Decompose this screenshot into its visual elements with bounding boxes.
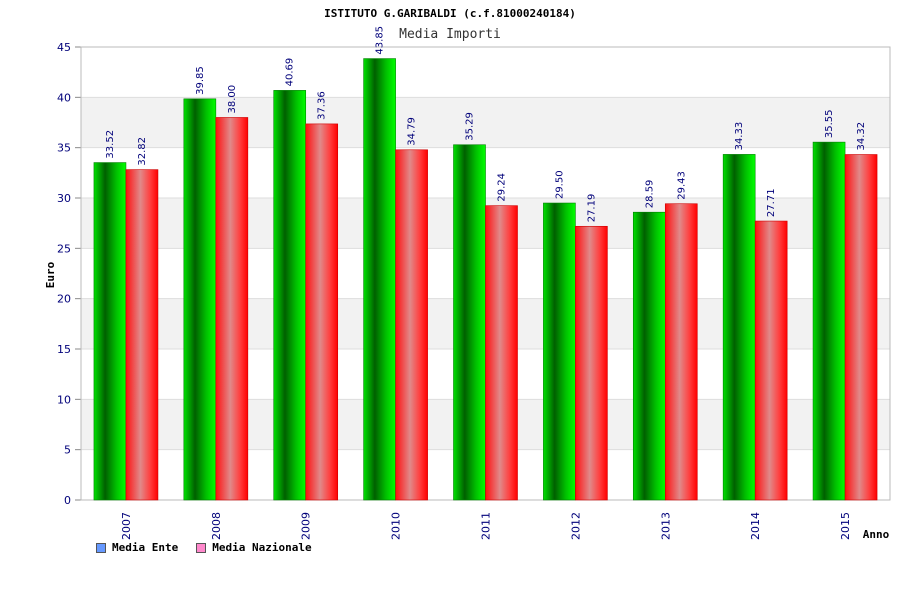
bars xyxy=(93,58,878,501)
bar-media-nazionale-2011 xyxy=(485,205,518,501)
bar-media-nazionale-2015 xyxy=(844,154,878,501)
bar-media-nazionale-2009 xyxy=(305,123,339,501)
x-axis-ticks: 2007 2008 2009 2010 2011 2012 2013 2014 2015 xyxy=(120,512,852,540)
y-tick-label: 20 xyxy=(57,293,71,306)
bar-media-ente-2014 xyxy=(722,154,756,501)
value-label: 35.29 xyxy=(465,112,476,141)
bar-media-ente-2013 xyxy=(632,211,666,501)
value-label: 29.43 xyxy=(676,171,687,200)
value-label: 39.85 xyxy=(195,66,206,95)
bar-media-nazionale-2014 xyxy=(754,220,788,501)
chart-title: ISTITUTO G.GARIBALDI (c.f.81000240184) xyxy=(324,7,576,20)
y-axis-label: Euro xyxy=(44,261,57,288)
value-label: 29.24 xyxy=(497,173,508,202)
bar-media-nazionale-2012 xyxy=(575,225,608,501)
value-label: 28.59 xyxy=(644,180,655,209)
legend-item-media-ente: Media Ente xyxy=(96,541,178,554)
value-label: 27.19 xyxy=(586,194,597,223)
legend-label-media-ente: Media Ente xyxy=(112,541,179,554)
value-label: 34.32 xyxy=(856,122,867,151)
y-tick-label: 45 xyxy=(57,41,71,54)
value-label: 43.85 xyxy=(375,26,386,55)
legend: Media Ente Media Nazionale xyxy=(96,541,312,554)
bar-media-ente-2009 xyxy=(273,90,307,501)
x-tick-label: 2009 xyxy=(300,512,313,540)
x-tick-label: 2013 xyxy=(659,512,672,540)
bar-media-ente-2008 xyxy=(183,98,217,501)
legend-swatch-media-nazionale xyxy=(196,542,207,553)
bar-media-ente-2007 xyxy=(93,162,127,501)
value-label: 35.55 xyxy=(824,109,835,138)
value-label: 38.00 xyxy=(227,85,238,114)
y-tick-label: 35 xyxy=(57,142,71,155)
y-tick-label: 10 xyxy=(57,393,71,406)
value-label: 40.69 xyxy=(285,58,296,87)
x-tick-label: 2012 xyxy=(569,512,582,540)
value-label: 27.71 xyxy=(766,188,777,217)
value-label: 32.82 xyxy=(137,137,148,166)
bar-media-ente-2010 xyxy=(363,58,396,501)
bar-media-ente-2015 xyxy=(812,141,846,501)
chart-subtitle: Media Importi xyxy=(399,27,501,42)
legend-item-media-nazionale: Media Nazionale xyxy=(196,541,312,554)
value-label: 34.33 xyxy=(734,122,745,151)
value-label: 34.79 xyxy=(407,117,418,146)
bar-media-nazionale-2007 xyxy=(125,169,159,501)
y-tick-label: 30 xyxy=(57,192,71,205)
x-tick-label: 2011 xyxy=(480,512,493,540)
y-tick-label: 25 xyxy=(57,242,71,255)
bar-media-ente-2011 xyxy=(453,144,486,501)
x-tick-label: 2014 xyxy=(749,512,762,540)
bar-media-nazionale-2008 xyxy=(215,117,249,501)
value-label: 37.36 xyxy=(317,91,328,120)
value-label: 33.52 xyxy=(105,130,116,159)
y-tick-label: 40 xyxy=(57,91,71,104)
y-axis-ticks: 0 5 10 15 20 25 30 35 40 45 xyxy=(57,41,71,507)
legend-label-media-nazionale: Media Nazionale xyxy=(212,541,312,554)
legend-swatch-media-ente xyxy=(96,542,106,553)
x-tick-label: 2008 xyxy=(210,512,223,540)
y-tick-label: 15 xyxy=(57,343,71,356)
value-label: 29.50 xyxy=(554,170,565,199)
y-tick-label: 0 xyxy=(64,494,71,507)
x-tick-label: 2015 xyxy=(839,512,852,540)
x-tick-label: 2007 xyxy=(120,512,133,540)
y-tick-label: 5 xyxy=(64,444,71,457)
bar-media-ente-2012 xyxy=(543,202,576,501)
x-tick-label: 2010 xyxy=(390,512,403,540)
value-labels: 33.52 32.82 39.85 38.00 40.69 37.36 43.85 34.79… xyxy=(105,26,867,222)
bar-media-nazionale-2013 xyxy=(664,203,698,501)
bar-media-nazionale-2010 xyxy=(395,149,428,501)
x-axis-label: Anno xyxy=(863,528,890,541)
